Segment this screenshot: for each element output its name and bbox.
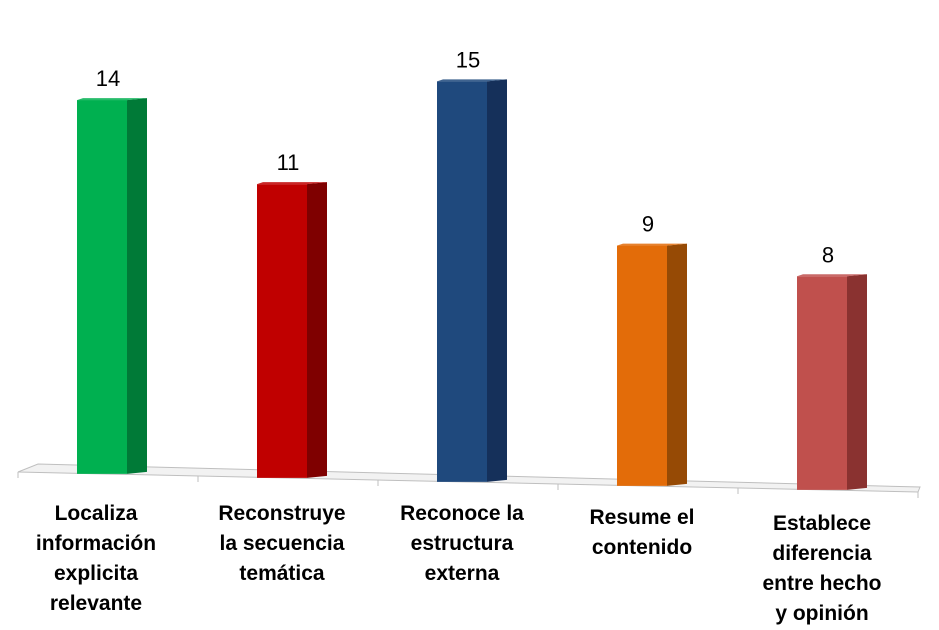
bar-top <box>617 243 687 246</box>
bar-top <box>77 98 147 101</box>
data-label: 15 <box>456 47 480 72</box>
category-label: externa <box>425 562 500 585</box>
bar <box>257 184 307 478</box>
category-label: relevante <box>50 592 142 615</box>
bar-top <box>437 79 507 82</box>
category-label: Localiza <box>55 502 138 525</box>
category-label: Establece <box>773 512 871 535</box>
bar <box>797 276 847 490</box>
bar-side <box>487 79 507 482</box>
bar-top <box>257 182 327 185</box>
category-label: información <box>36 532 156 555</box>
bar-side <box>127 98 147 474</box>
category-label: y opinión <box>775 602 868 625</box>
category-label: estructura <box>411 532 514 555</box>
bar-side <box>307 182 327 478</box>
category-label: Reconoce la <box>400 502 524 525</box>
category-label: explicita <box>54 562 138 585</box>
bar <box>617 245 667 486</box>
data-label: 8 <box>822 242 834 267</box>
bar <box>77 100 127 474</box>
category-label: contenido <box>592 536 692 559</box>
category-label: Resume el <box>589 506 694 529</box>
category-label: diferencia <box>772 542 872 565</box>
data-label: 11 <box>277 150 300 175</box>
data-label: 14 <box>96 66 120 91</box>
category-label: entre hecho <box>762 572 881 595</box>
bar <box>437 81 487 482</box>
category-label: Reconstruye <box>218 502 345 525</box>
category-label: la secuencia <box>220 532 345 555</box>
data-label: 9 <box>642 212 654 237</box>
bar-top <box>797 274 867 277</box>
bar-side <box>847 274 867 490</box>
bar-side <box>667 243 687 486</box>
category-label: temática <box>239 562 325 585</box>
